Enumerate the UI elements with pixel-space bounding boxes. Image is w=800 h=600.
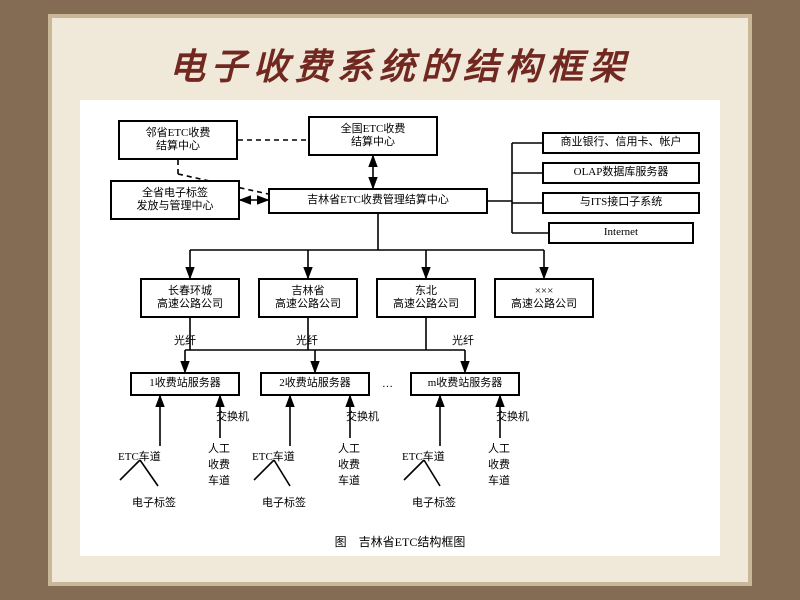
node-server2: 2收费站服务器 (260, 372, 370, 396)
node-dongbei: 东北高速公路公司 (376, 278, 476, 318)
label-switch1: 交换机 (216, 408, 249, 424)
node-jilin_center: 吉林省ETC收费管理结算中心 (268, 188, 488, 214)
label-fiber2: 光纤 (296, 332, 318, 348)
label-fiber3: 光纤 (452, 332, 474, 348)
node-internet: Internet (548, 222, 694, 244)
label-etc_lane3: ETC车道 (402, 448, 445, 464)
label-dots: … (382, 378, 393, 390)
node-changchun: 长春环城高速公路公司 (140, 278, 240, 318)
slide-frame: 电子收费系统的结构框架 图 吉林省ETC结构框图 邻省ETC收费结算中心 全国ET… (48, 14, 752, 586)
node-tag_center: 全省电子标签发放与管理中心 (110, 180, 240, 220)
diagram-container: 图 吉林省ETC结构框图 邻省ETC收费结算中心 全国ETC收费结算中心全省电子标… (80, 100, 720, 556)
label-switch2: 交换机 (346, 408, 379, 424)
node-bank: 商业银行、信用卡、帐户 (542, 132, 700, 154)
label-etag2: 电子标签 (262, 494, 306, 510)
label-etc_lane2: ETC车道 (252, 448, 295, 464)
label-fiber1: 光纤 (174, 332, 196, 348)
node-olap: OLAP数据库服务器 (542, 162, 700, 184)
slide-title: 电子收费系统的结构框架 (52, 38, 748, 90)
label-manual2: 人工收费车道 (338, 440, 360, 488)
node-servern: m收费站服务器 (410, 372, 520, 396)
label-switch3: 交换机 (496, 408, 529, 424)
label-etag3: 电子标签 (412, 494, 456, 510)
label-manual1: 人工收费车道 (208, 440, 230, 488)
node-neighbor_center: 邻省ETC收费结算中心 (118, 120, 238, 160)
label-manual3: 人工收费车道 (488, 440, 510, 488)
node-server1: 1收费站服务器 (130, 372, 240, 396)
node-jilin_co: 吉林省高速公路公司 (258, 278, 358, 318)
node-its: 与ITS接口子系统 (542, 192, 700, 214)
diagram-caption: 图 吉林省ETC结构框图 (80, 533, 720, 550)
label-etc_lane1: ETC车道 (118, 448, 161, 464)
node-xxx: ×××高速公路公司 (494, 278, 594, 318)
node-national_center: 全国ETC收费结算中心 (308, 116, 438, 156)
label-etag1: 电子标签 (132, 494, 176, 510)
